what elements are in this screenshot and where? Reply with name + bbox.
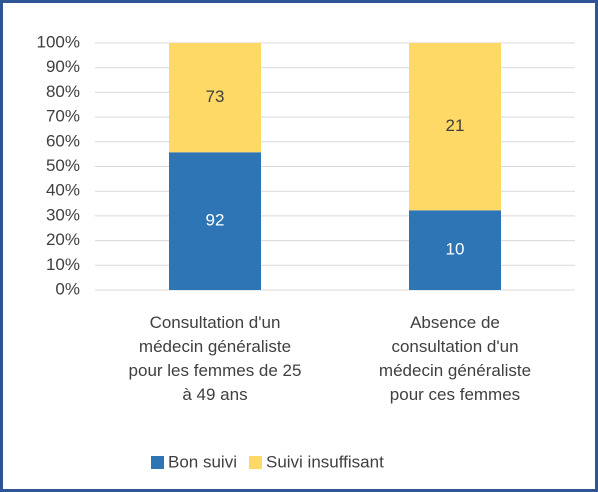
data-label: 21 [446, 116, 465, 135]
data-label: 73 [206, 87, 225, 106]
bar-segment [169, 152, 261, 290]
y-tick-label: 80% [46, 82, 80, 101]
y-tick-label: 90% [46, 57, 80, 76]
chart: 0% 10% 20% 30% 40% 50% 60% 70% 80% 90% 100% 92 73 10 2… [37, 32, 575, 471]
bar-segment [409, 43, 501, 211]
x-tick-label: Absence de consultation d'un médecin gén… [378, 313, 532, 404]
x-tick-label: Consultation d'un médecin généraliste po… [128, 313, 302, 404]
y-tick-label: 50% [46, 156, 80, 175]
y-tick-label: 20% [46, 230, 80, 249]
legend-label: Bon suivi [168, 452, 237, 471]
legend-label: Suivi insuffisant [266, 452, 384, 471]
bar-segment [169, 43, 261, 153]
y-tick-label: 10% [46, 255, 80, 274]
legend-swatch [248, 456, 262, 469]
bar-segment [409, 210, 501, 290]
y-tick-label: 100% [37, 32, 80, 51]
legend-swatch [151, 456, 164, 469]
y-tick-label: 0% [55, 279, 80, 298]
y-tick-label: 40% [46, 181, 80, 200]
y-tick-label: 60% [46, 131, 80, 150]
data-label: 10 [446, 240, 465, 259]
data-label: 92 [206, 211, 225, 230]
y-tick-label: 30% [46, 205, 80, 224]
y-tick-label: 70% [46, 107, 80, 126]
